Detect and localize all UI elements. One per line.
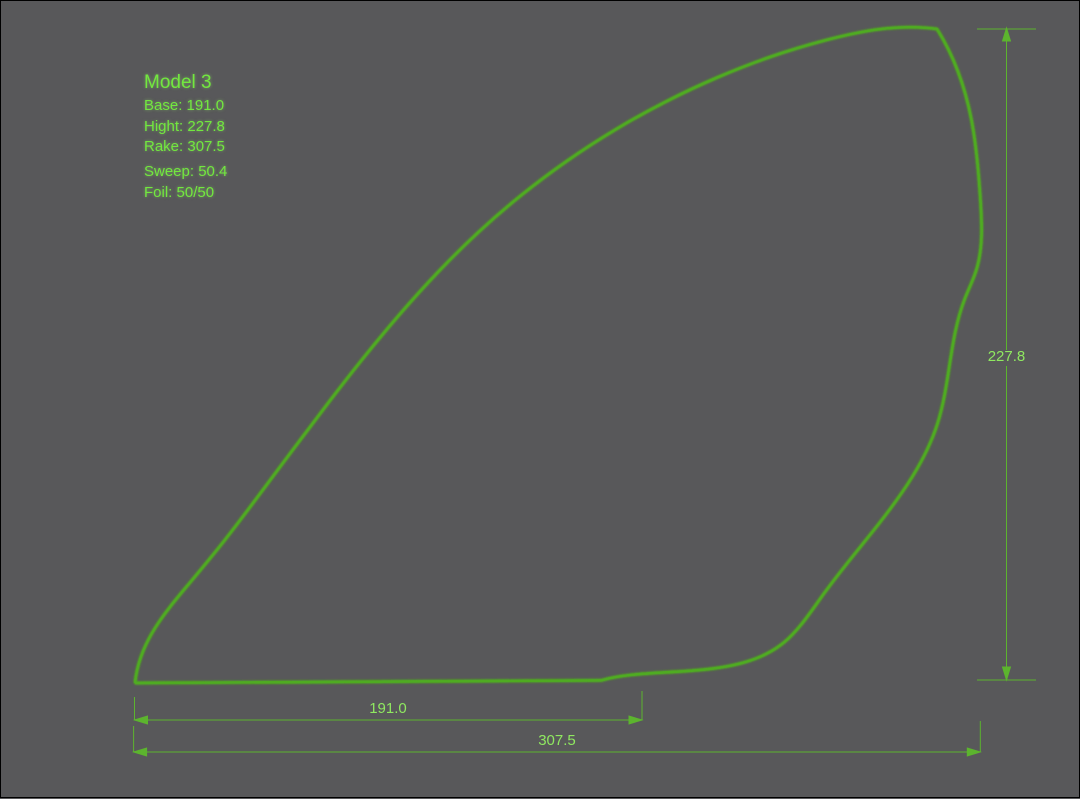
svg-text:191.0: 191.0	[369, 700, 407, 717]
svg-text:227.8: 227.8	[988, 348, 1026, 365]
svg-text:307.5: 307.5	[538, 732, 576, 749]
